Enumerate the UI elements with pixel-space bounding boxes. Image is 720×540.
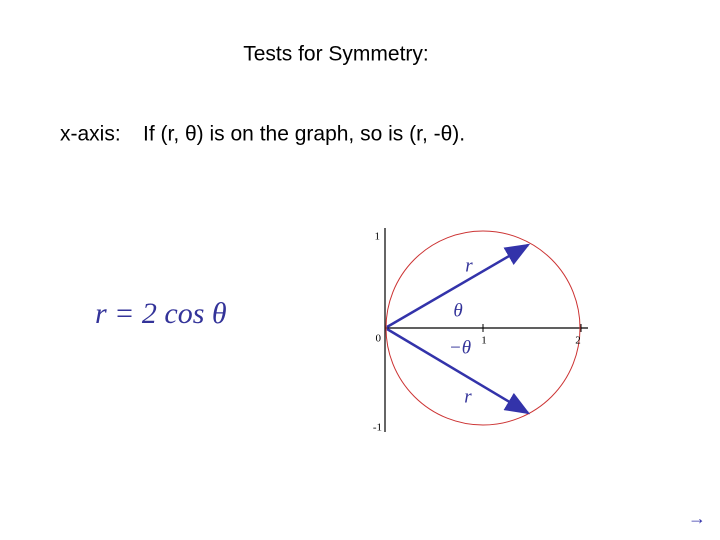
annotation: −θ [449, 337, 471, 358]
radius-arrow [386, 327, 531, 415]
curve [385, 230, 581, 426]
axis-label: 1 [481, 335, 487, 347]
annotation: r [465, 255, 473, 276]
slide-title: Tests for Symmetry: [243, 43, 429, 66]
rule-text: If (r, θ) is on the graph, so is (r, -θ)… [143, 123, 465, 146]
polar-graph: 1 0 -1 1 2 r θ −θ r [373, 228, 588, 434]
axis-label: 2 [575, 335, 581, 347]
axis-label: -1 [373, 422, 382, 434]
annotation: r [464, 386, 472, 407]
formula: r = 2 cos θ [95, 297, 227, 330]
radius-arrow [386, 243, 531, 329]
rule-label: x-axis: [60, 123, 121, 146]
axis-label: 0 [376, 333, 382, 345]
axis-label: 1 [375, 231, 381, 243]
next-button[interactable]: → [688, 508, 706, 528]
annotation: θ [453, 300, 462, 321]
